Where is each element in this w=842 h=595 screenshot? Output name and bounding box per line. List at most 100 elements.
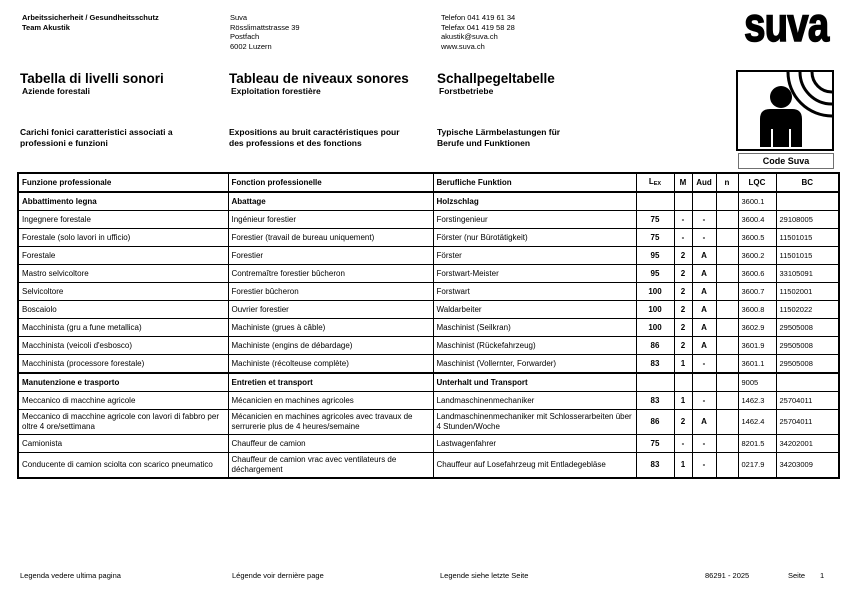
column-header-lex: LEX: [635, 172, 675, 193]
cell-aud: -: [691, 391, 717, 410]
sound-level-table: Funzione professionale Fonction professio…: [17, 172, 840, 479]
cell-it: Forestale: [17, 246, 229, 265]
cell-m: 1: [673, 391, 693, 410]
cell-lqc: 8201.5: [737, 434, 777, 453]
cell-it: Camionista: [17, 434, 229, 453]
cell-m: 2: [673, 409, 693, 435]
table-row: Meccanico di macchine agricole Mécanicien…: [17, 391, 840, 410]
cell-n: [715, 210, 739, 229]
cell-fr: Forestier: [227, 246, 434, 265]
cell-bc: 11502022: [775, 300, 840, 319]
cell-lqc: 3600.4: [737, 210, 777, 229]
description-fr: Expositions au bruit caractéristiques po…: [229, 127, 400, 148]
cell-n: [715, 452, 739, 479]
footer-doc-number: 86291 - 2025: [705, 571, 750, 580]
cell-lqc: 1462.3: [737, 391, 777, 410]
code-suva-box: Code Suva: [738, 153, 834, 169]
footer-page-number: 1: [820, 571, 825, 580]
cell-m: 2: [673, 336, 693, 355]
cell-lqc: 3600.7: [737, 282, 777, 301]
address-block: Suva Rösslimattstrasse 39 Postfach 6002 Luz…: [230, 13, 300, 51]
cell-de: Förster (nur Bürotätigkeit): [432, 228, 637, 247]
footer-legend-fr: Légende voir dernière page: [232, 571, 324, 580]
cell-m: 2: [673, 300, 693, 319]
cell-fr: Machiniste (récolteuse complète): [227, 354, 434, 374]
cell-fr: Contremaître forestier bûcheron: [227, 264, 434, 283]
table-header-row: Funzione professionale Fonction professio…: [17, 172, 840, 193]
section-header-row: Abbattimento legna Abattage Holzschlag 3600…: [17, 191, 840, 211]
address-line: Rösslimattstrasse 39: [230, 22, 300, 32]
cell-m: 2: [673, 246, 693, 265]
cell-lex: 100: [635, 318, 675, 337]
contact-line: akustik@suva.ch: [441, 32, 498, 42]
table-row: Camionista Chauffeur de camion Lastwagenfa…: [17, 434, 840, 453]
sender-line: Team Akustik: [22, 22, 70, 32]
cell-bc: 29108005: [775, 210, 840, 229]
cell-lex: [635, 372, 675, 392]
cell-it: Abbattimento legna: [17, 191, 229, 211]
cell-m: 2: [673, 264, 693, 283]
cell-bc: 11502001: [775, 282, 840, 301]
cell-lex: 83: [635, 452, 675, 479]
cell-lqc: 9005: [737, 372, 777, 392]
address-line: 6002 Luzern: [230, 41, 272, 51]
cell-de: Landmaschinenmechaniker mit Schlosserarb…: [432, 409, 637, 435]
cell-m: 2: [673, 282, 693, 301]
cell-fr: Chauffeur de camion: [227, 434, 434, 453]
cell-n: [715, 409, 739, 435]
cell-m: -: [673, 434, 693, 453]
cell-m: -: [673, 228, 693, 247]
cell-de: Maschinist (Seilkran): [432, 318, 637, 337]
title-german: Schallpegeltabelle Forstbetriebe: [437, 71, 555, 97]
cell-aud: A: [691, 282, 717, 301]
cell-n: [715, 354, 739, 374]
cell-m: [673, 372, 693, 392]
cell-lqc: 3600.6: [737, 264, 777, 283]
cell-lex: 75: [635, 434, 675, 453]
cell-aud: A: [691, 264, 717, 283]
cell-bc: [775, 191, 840, 211]
section-header-row: Manutenzione e trasporto Entretien et tra…: [17, 372, 840, 392]
table-row: Ingegnere forestale Ingénieur forestier Fo…: [17, 210, 840, 229]
cell-n: [715, 300, 739, 319]
contact-line: Telefax 041 419 58 28: [441, 22, 515, 32]
cell-lex: 83: [635, 391, 675, 410]
cell-aud: -: [691, 434, 717, 453]
cell-bc: 34202001: [775, 434, 840, 453]
cell-m: [673, 191, 693, 211]
cell-de: Unterhalt und Transport: [432, 372, 637, 392]
column-header-aud: Aud: [691, 172, 717, 193]
column-header-fr: Fonction professionelle: [227, 172, 434, 193]
page-subtitle-it: Aziende forestali: [22, 86, 91, 96]
footer-legend-it: Legenda vedere ultima pagina: [20, 571, 121, 580]
cell-it: Meccanico di macchine agricole con lavor…: [17, 409, 229, 435]
cell-de: Maschinist (Rückefahrzeug): [432, 336, 637, 355]
page-subtitle-de: Forstbetriebe: [439, 86, 494, 96]
column-header-n: n: [715, 172, 739, 193]
cell-fr: Mécanicien en machines agricoles avec tr…: [227, 409, 434, 435]
cell-aud: -: [691, 354, 717, 374]
page-subtitle-fr: Exploitation forestière: [231, 86, 321, 96]
cell-lex: 100: [635, 300, 675, 319]
cell-lex: 83: [635, 354, 675, 374]
sender-block: Arbeitssicherheit / Gesundheitsschutz Tea…: [22, 13, 159, 32]
cell-bc: 25704011: [775, 391, 840, 410]
cell-n: [715, 336, 739, 355]
cell-fr: Machiniste (grues à câble): [227, 318, 434, 337]
cell-de: Maschinist (Vollernter, Forwarder): [432, 354, 637, 374]
contact-block: Telefon 041 419 61 34 Telefax 041 419 58 …: [441, 13, 515, 51]
sound-level-table-wrap: Funzione professionale Fonction professio…: [17, 172, 840, 479]
cell-n: [715, 228, 739, 247]
cell-m: 1: [673, 354, 693, 374]
cell-n: [715, 391, 739, 410]
cell-it: Mastro selvicoltore: [17, 264, 229, 283]
table-row: Selvicoltore Forestier bûcheron Forstwart 1…: [17, 282, 840, 301]
cell-lex: 86: [635, 409, 675, 435]
cell-it: Boscaiolo: [17, 300, 229, 319]
cell-de: Waldarbeiter: [432, 300, 637, 319]
footer-legend-de: Legende siehe letzte Seite: [440, 571, 529, 580]
cell-n: [715, 264, 739, 283]
sender-line: Arbeitssicherheit / Gesundheitsschutz: [22, 13, 159, 22]
address-line: Postfach: [230, 32, 260, 42]
cell-it: Forestale (solo lavori in ufficio): [17, 228, 229, 247]
